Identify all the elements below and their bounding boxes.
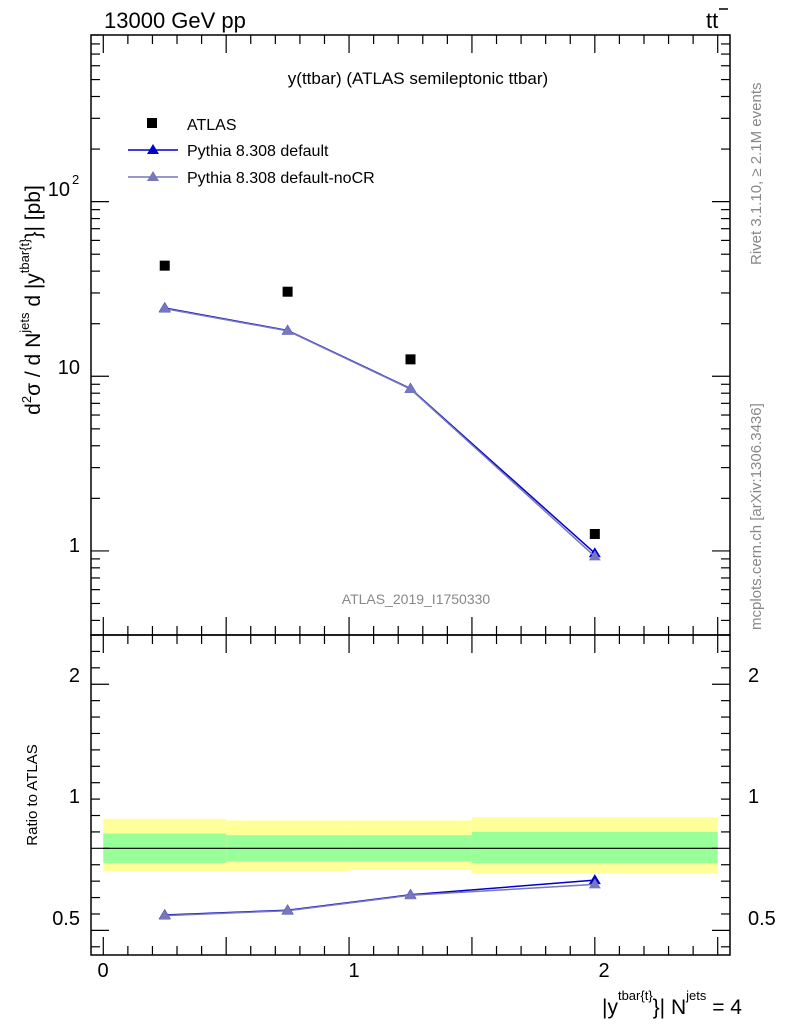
x-axis-label: |ytbar{t}}| Njets = 4 bbox=[602, 988, 742, 1019]
ratio-band-green bbox=[471, 831, 718, 864]
ratio-ytick-label-2-left: 2 bbox=[69, 665, 80, 687]
main-point-atlas bbox=[282, 286, 293, 297]
ratio-point-pythia-8-308-default-nocr bbox=[404, 889, 417, 900]
ytick-label-100: 10 bbox=[48, 179, 70, 201]
ratio-point-pythia-8-308-default-nocr bbox=[158, 909, 171, 920]
ytick-label-1: 1 bbox=[69, 535, 80, 557]
ratio-panel: 2 1 0.5 2 1 0.5 0 1 2 Ratio to ATLAS |yt… bbox=[24, 634, 776, 1019]
ratio-ytick-label-2-right: 2 bbox=[748, 665, 759, 687]
svg-text:Ratio to ATLAS: Ratio to ATLAS bbox=[24, 744, 41, 845]
ratio-point-pythia-8-308-default-nocr bbox=[588, 878, 601, 889]
legend: ATLAS Pythia 8.308 default Pythia 8.308 … bbox=[128, 117, 375, 187]
main-ylabel: d2σ / d Njets d |ytbar{t}}| [pb] bbox=[17, 185, 45, 415]
mcplots-label: mcplots.cern.ch [arXiv:1306.3436] bbox=[748, 403, 765, 630]
svg-text:Rivet 3.1.10, ≥ 2.1M events: Rivet 3.1.10, ≥ 2.1M events bbox=[748, 83, 765, 266]
svg-text:d2σ / d Njets d |ytbar{t}}| [p: d2σ / d Njets d |ytbar{t}}| [pb] bbox=[17, 185, 45, 415]
ratio-ylabel: Ratio to ATLAS bbox=[24, 744, 41, 845]
legend-label-nocr: Pythia 8.308 default-noCR bbox=[187, 170, 375, 187]
xtick-label-2: 2 bbox=[598, 960, 609, 982]
main-point-pythia-8-308-default-nocr bbox=[588, 550, 601, 561]
rivet-label: Rivet 3.1.10, ≥ 2.1M events bbox=[748, 83, 765, 266]
legend-label-atlas: ATLAS bbox=[187, 117, 237, 134]
ytick-label-100-exp: 2 bbox=[72, 172, 79, 187]
legend-marker-default bbox=[147, 144, 159, 154]
svg-text:mcplots.cern.ch [arXiv:1306.34: mcplots.cern.ch [arXiv:1306.3436] bbox=[748, 403, 765, 630]
main-plot-area bbox=[158, 260, 601, 561]
main-point-pythia-8-308-default-nocr bbox=[404, 383, 417, 394]
legend-label-default: Pythia 8.308 default bbox=[187, 143, 329, 160]
main-line-pythia-8-308-default bbox=[164, 307, 596, 554]
header-process: tt bbox=[706, 8, 718, 33]
ratio-frame bbox=[90, 634, 731, 956]
ratio-point-pythia-8-308-default-nocr bbox=[281, 904, 294, 915]
header-energy: 13000 GeV pp bbox=[104, 8, 246, 33]
ratio-ytick-label-1-right: 1 bbox=[748, 786, 759, 808]
ratio-plot-area bbox=[103, 817, 718, 920]
ratio-ytick-label-1-left: 1 bbox=[69, 786, 80, 808]
main-axis-ticks bbox=[91, 34, 730, 635]
ratio-line-pythia-8-308-default-nocr bbox=[164, 883, 595, 917]
ratio-line-pythia-8-308-default bbox=[164, 879, 595, 916]
ratio-axis-ticks bbox=[91, 634, 730, 955]
main-point-pythia-8-308-default-nocr bbox=[158, 302, 171, 313]
main-panel: y(ttbar) (ATLAS semileptonic ttbar) ATLA… bbox=[17, 34, 731, 636]
analysis-watermark: ATLAS_2019_I1750330 bbox=[342, 591, 491, 607]
ytick-label-10: 10 bbox=[58, 357, 80, 379]
main-title: y(ttbar) (ATLAS semileptonic ttbar) bbox=[288, 69, 548, 88]
main-line-pythia-8-308-default-nocr bbox=[164, 307, 596, 557]
xtick-label-1: 1 bbox=[348, 960, 359, 982]
legend-marker-nocr bbox=[147, 171, 159, 181]
xtick-label-0: 0 bbox=[97, 960, 108, 982]
legend-marker-atlas bbox=[147, 118, 157, 128]
main-point-atlas bbox=[405, 354, 416, 365]
main-point-atlas bbox=[159, 260, 170, 271]
ratio-ytick-label-05-right: 0.5 bbox=[748, 908, 776, 930]
main-point-pythia-8-308-default-nocr bbox=[281, 324, 294, 335]
main-point-atlas bbox=[589, 528, 600, 539]
ratio-ytick-label-05-left: 0.5 bbox=[52, 908, 80, 930]
